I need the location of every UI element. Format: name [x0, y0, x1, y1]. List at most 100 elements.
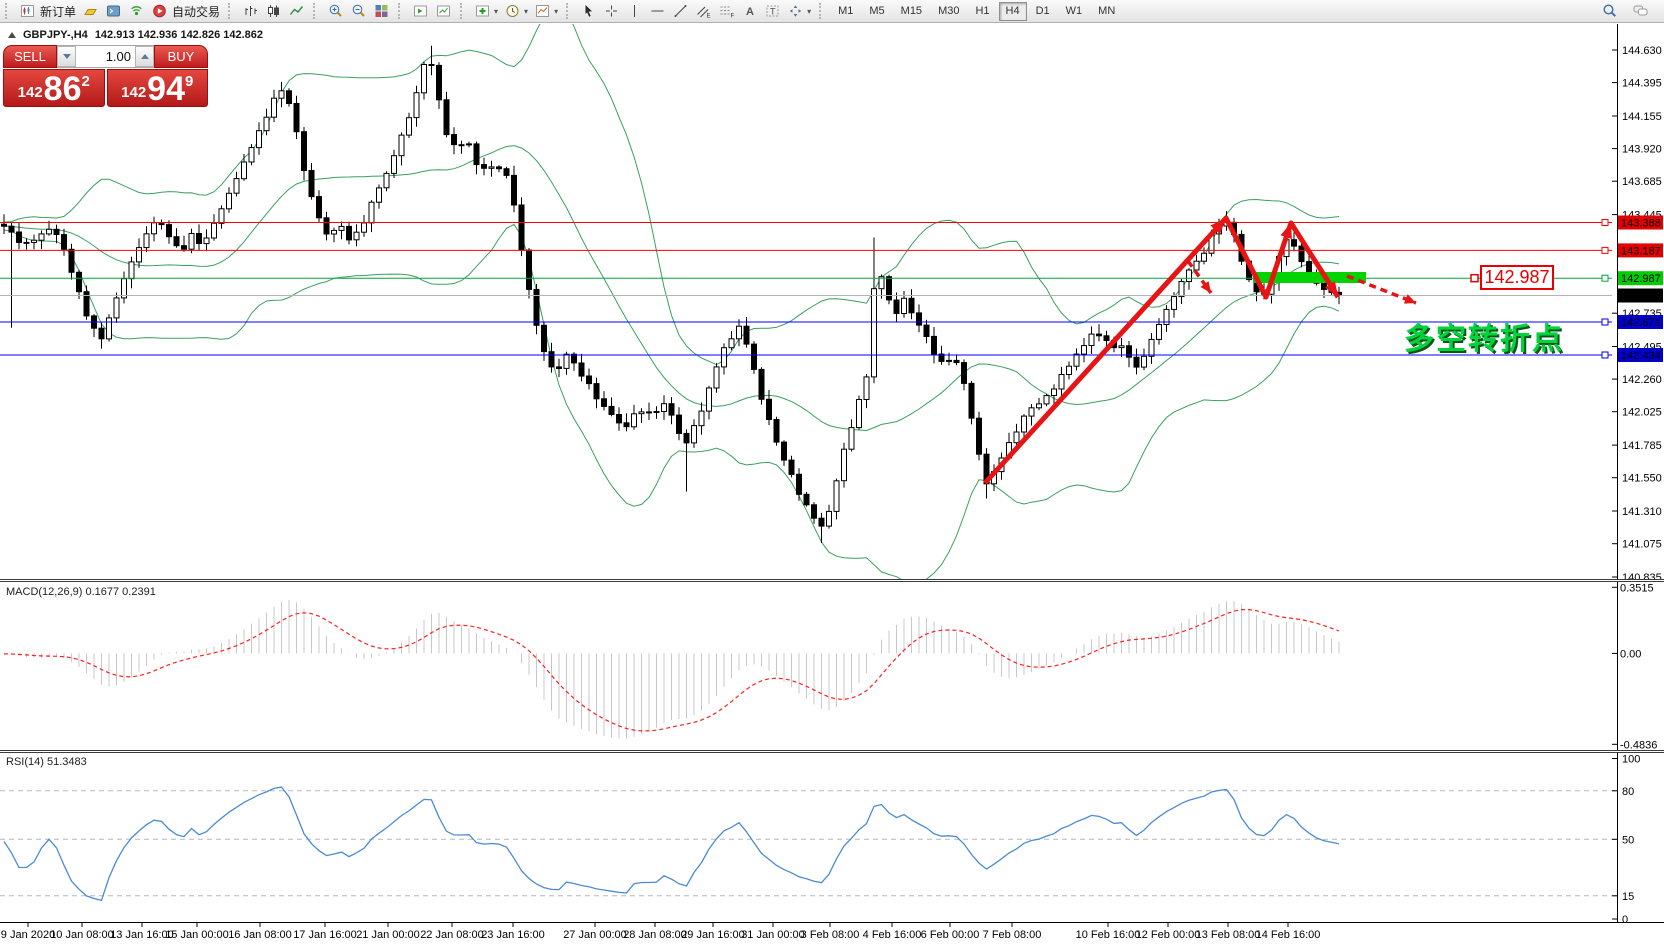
sell-price-sup: 2 [81, 73, 90, 90]
timeframe-h4-button[interactable]: H4 [998, 1, 1027, 21]
rsi-pane [3, 786, 1340, 902]
timeframe-h1-button[interactable]: H1 [975, 4, 990, 17]
textT-icon: T [764, 3, 781, 19]
indicators-icon [474, 3, 491, 19]
periods-button[interactable]: ▾ [501, 1, 531, 21]
chevron-down-icon[interactable]: ▾ [554, 6, 559, 16]
triangle-down-icon [62, 54, 71, 59]
indicators-button[interactable]: ▾ [471, 1, 501, 21]
cursor-button[interactable] [577, 1, 600, 21]
toolbar-grip[interactable] [228, 3, 235, 19]
time-tick-label: 21 Jan 00:00 [356, 929, 420, 941]
time-tick-label: 31 Jan 00:00 [741, 929, 805, 941]
timeframe-d1-button[interactable]: D1 [1035, 4, 1050, 17]
timeframe-mn-button[interactable]: MN [1098, 4, 1116, 17]
timeframe-w1-button[interactable]: W1 [1065, 4, 1083, 17]
chat-icon [1632, 3, 1649, 19]
macd-tick-label: 0.00 [1620, 648, 1641, 660]
chat-button[interactable] [1629, 1, 1652, 21]
price-tick-label: 143.685 [1622, 176, 1662, 188]
template-button[interactable]: ▾ [531, 1, 561, 21]
buy-price[interactable]: 142 94 9 [106, 69, 208, 107]
tiles-icon [373, 3, 390, 19]
toolbar-grip[interactable] [460, 3, 467, 19]
volume-input[interactable]: 1.00 [105, 49, 131, 64]
time-tick-label: 28 Jan 08:00 [623, 929, 687, 941]
price-tick-label: 141.785 [1622, 440, 1662, 452]
search-button[interactable] [1598, 1, 1621, 21]
zoom-in-button[interactable] [324, 1, 347, 21]
line-chart-button[interactable] [285, 1, 308, 21]
timeframe-m1-button[interactable]: M1 [838, 4, 854, 17]
channel-button[interactable]: E [692, 1, 715, 21]
textA-icon: A [741, 3, 758, 19]
chevron-down-icon[interactable]: ▾ [524, 6, 529, 16]
volume-decrease-button[interactable] [57, 46, 76, 67]
macd-tick-label: -0.4836 [1620, 739, 1657, 751]
buy-button[interactable]: BUY [154, 45, 208, 68]
zoom-out-button[interactable] [347, 1, 370, 21]
profile-button[interactable] [409, 1, 432, 21]
time-tick-label: 15 Jan 00:00 [165, 929, 229, 941]
signals-button[interactable] [125, 1, 148, 21]
autotrading-button[interactable]: 自动交易 [148, 1, 223, 21]
time-tick-label: 22 Jan 08:00 [420, 929, 484, 941]
profile-next-button[interactable] [432, 1, 455, 21]
timeframe-m15-button[interactable]: M15 [900, 4, 923, 17]
rsi-label: RSI(14) 51.3483 [6, 756, 87, 768]
cursor-icon [580, 3, 597, 19]
collapse-triangle-icon[interactable] [8, 32, 16, 38]
toolbar-grip[interactable] [819, 3, 826, 19]
toolbar-grip[interactable] [398, 3, 405, 19]
toolbar-grip[interactable] [5, 3, 12, 19]
time-tick-label: 10 Feb 16:00 [1076, 929, 1141, 941]
candle-chart-button[interactable] [262, 1, 285, 21]
pane-splitter-rsi[interactable] [0, 750, 1664, 753]
terminal-button[interactable] [102, 1, 125, 21]
vertical-line-button[interactable] [623, 1, 646, 21]
main-price-pane [0, 24, 1612, 580]
fibo-icon: F [718, 3, 735, 19]
zoomin-icon [327, 3, 344, 19]
price-level-callout[interactable]: 142.987 [1480, 265, 1554, 290]
time-tick-label: 9 Jan 2020 [1, 929, 55, 941]
chevron-down-icon[interactable]: ▾ [494, 6, 499, 16]
gold-button[interactable] [79, 1, 102, 21]
timeframe-m30-button[interactable]: M30 [938, 4, 960, 17]
terminal-icon [105, 3, 122, 19]
horizontal-line-button[interactable] [646, 1, 669, 21]
chevron-down-icon[interactable]: ▾ [807, 6, 812, 16]
rsi-tick-label: 80 [1622, 786, 1634, 798]
toolbar-grip[interactable] [566, 3, 573, 19]
crosshair-button[interactable] [600, 1, 623, 21]
time-tick-label: 13 Jan 16:00 [110, 929, 174, 941]
sell-button[interactable]: SELL [3, 45, 57, 68]
trendline-button[interactable] [669, 1, 692, 21]
text-button[interactable]: A [738, 1, 761, 21]
text-label-button[interactable]: T [761, 1, 784, 21]
vline-icon [626, 3, 643, 19]
autotrading-button-label: 自动交易 [172, 4, 221, 19]
timeframe-m5-button[interactable]: M5 [869, 4, 885, 17]
fibonacci-button[interactable]: F [715, 1, 738, 21]
time-tick-label: 12 Feb 00:00 [1136, 929, 1201, 941]
volume-control: 1.00 [57, 45, 154, 68]
price-tick-label: 141.075 [1622, 539, 1662, 551]
svg-text:A: A [746, 6, 754, 18]
time-tick-label: 6 Feb 00:00 [921, 929, 980, 941]
volume-increase-button[interactable] [135, 46, 154, 67]
toolbar-grip[interactable] [313, 3, 320, 19]
time-tick-label: 10 Jan 08:00 [50, 929, 114, 941]
rsi-tick-label: 0 [1622, 914, 1628, 926]
profile-icon [412, 3, 429, 19]
sell-price[interactable]: 142 86 2 [3, 69, 105, 107]
turning-point-annotation[interactable]: 多空转折点 [1404, 323, 1564, 356]
shapes-button[interactable]: ▾ [784, 1, 814, 21]
pane-splitter-macd[interactable] [0, 579, 1664, 582]
bar-chart-button[interactable] [239, 1, 262, 21]
rsi-tick-label: 15 [1622, 891, 1634, 903]
tile-windows-button[interactable] [370, 1, 393, 21]
new-order-button[interactable]: 新订单 [16, 1, 79, 21]
price-badge: 142.862 [1621, 291, 1661, 303]
